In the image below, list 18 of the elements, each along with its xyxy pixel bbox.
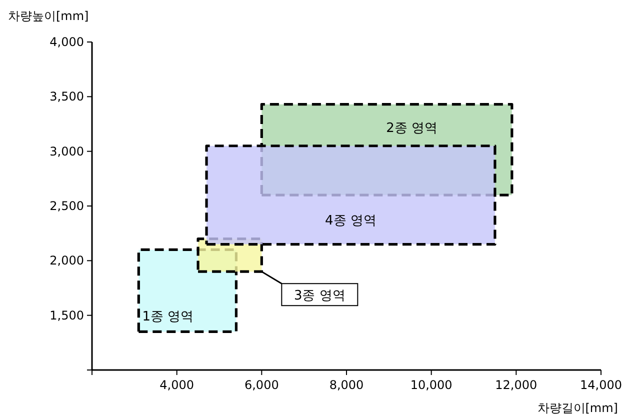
x-tick-label: 6,000	[244, 378, 279, 392]
y-tick-label: 4,000	[50, 35, 84, 49]
y-axis-title: 차량높이[mm]	[8, 9, 89, 23]
x-tick-label: 14,000	[580, 378, 622, 392]
series-label: 2종 영역	[386, 121, 438, 136]
y-tick-label: 2,500	[50, 199, 84, 213]
y-tick-label: 3,500	[50, 90, 84, 104]
x-tick-label: 4,000	[160, 378, 194, 392]
text: 3종 영역	[294, 288, 346, 304]
x-axis-title: 차량길이[mm]	[537, 401, 618, 415]
x-tick-label: 12,000	[495, 378, 538, 392]
x-tick-label: 8,000	[329, 378, 364, 392]
y-tick-label: 3,000	[50, 144, 84, 158]
y-tick-label: 2,000	[50, 254, 84, 268]
x-tick-label: 10,000	[410, 378, 452, 392]
series-label: 4종 영역	[325, 214, 376, 229]
y-tick-label: 1,500	[50, 308, 84, 322]
series-label: 1종 영역	[142, 309, 194, 324]
